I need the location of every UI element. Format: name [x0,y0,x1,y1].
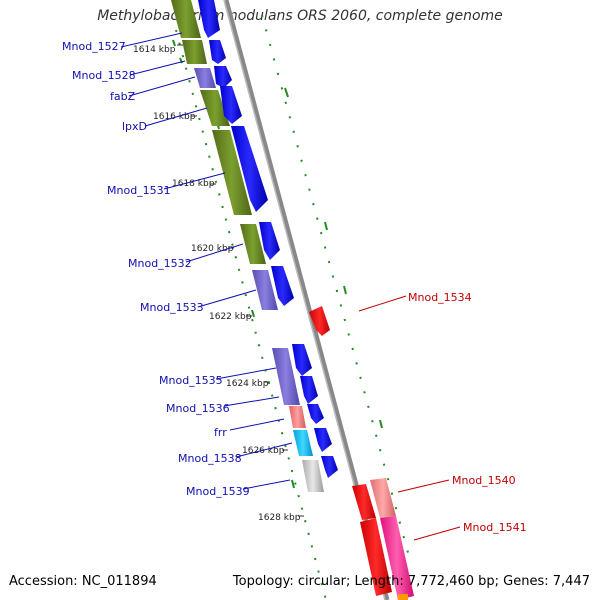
gene-cds-mnod-1527 [198,0,220,38]
kbp-tick-label: 1626 kbp [242,446,285,456]
gene-label-mnod-1533[interactable]: Mnod_1533 [140,301,204,314]
kbp-tick-label: 1624 kbp [226,379,269,389]
gene-cog-mnod-1535 [272,348,300,405]
gene-cds-mnod-1536 [307,404,324,424]
gene-label-mnod-1541[interactable]: Mnod_1541 [463,521,527,534]
topology-text: Topology: circular; Length: 7,772,460 bp… [232,574,590,589]
gene-cog-fabz [194,68,216,88]
gene-cds-lpxd [220,86,242,124]
gene-cds-fabz [214,66,232,88]
gene-cog-mnod-1541 [380,516,414,600]
gene-cog-mnod-1528 [182,40,207,64]
gene-label-fabz[interactable]: fabZ [110,90,136,103]
kbp-tick-label: 1628 kbp [258,513,301,523]
gene-cds-frr [314,428,332,452]
gene-cds-mnod-1541 [360,518,392,596]
gene-cog-mnod-1540 [370,478,396,518]
gene-cds-mnod-1538 [321,456,338,478]
gene-cog-mnod-1536 [289,406,306,428]
gene-cog-mnod-1527 [171,0,201,38]
gene-labels-left: Mnod_1527 Mnod_1528 fabZ lpxD Mnod_1531 … [62,32,293,498]
gene-cog-mnod-1538 [302,460,324,492]
gene-cds-mnod-1535b [300,376,318,404]
gene-label-mnod-1539[interactable]: Mnod_1539 [186,485,250,498]
kbp-tick-label: 1622 kbp [209,312,252,322]
gene-label-mnod-1536[interactable]: Mnod_1536 [166,402,230,415]
gene-label-mnod-1528[interactable]: Mnod_1528 [72,69,136,82]
gene-cds-mnod-1532 [259,222,280,260]
cds-reverse-track [309,306,414,600]
map-title: Methylobacterium nodulans ORS 2060, comp… [97,8,503,24]
kbp-tick-label: 1618 kbp [172,179,215,189]
gene-label-mnod-1538[interactable]: Mnod_1538 [178,452,242,465]
gene-cds-mnod-1534 [309,306,330,336]
gene-labels-right: Mnod_1534 Mnod_1540 Mnod_1541 [358,291,527,541]
gene-label-mnod-1540[interactable]: Mnod_1540 [452,474,516,487]
gene-cog-frr [293,430,313,456]
gene-label-frr[interactable]: frr [214,426,227,439]
gene-label-mnod-1534[interactable]: Mnod_1534 [408,291,472,304]
gene-cog-orange [398,594,408,600]
gene-label-mnod-1535[interactable]: Mnod_1535 [159,374,223,387]
gene-label-lpxd[interactable]: lpxD [122,120,147,133]
gene-cds-mnod-1533 [271,266,294,306]
accession-text: Accession: NC_011894 [9,574,157,589]
kbp-tick-label: 1614 kbp [133,45,176,55]
gene-label-mnod-1527[interactable]: Mnod_1527 [62,40,126,53]
gene-label-mnod-1532[interactable]: Mnod_1532 [128,257,192,270]
cds-forward-track [198,0,338,478]
gene-cog-lpxd [200,90,230,126]
gene-cog-mnod-1531 [212,130,252,215]
gene-cds-mnod-1540 [352,484,376,520]
kbp-tick-label: 1620 kbp [191,244,234,254]
gene-cog-mnod-1533 [252,270,278,310]
gene-cds-mnod-1528 [209,40,226,64]
gene-label-mnod-1531[interactable]: Mnod_1531 [107,184,171,197]
gene-cds-mnod-1531 [231,126,268,212]
gene-cog-mnod-1532 [240,224,266,264]
cog-track [171,0,324,492]
gene-cds-mnod-1535a [292,344,312,376]
